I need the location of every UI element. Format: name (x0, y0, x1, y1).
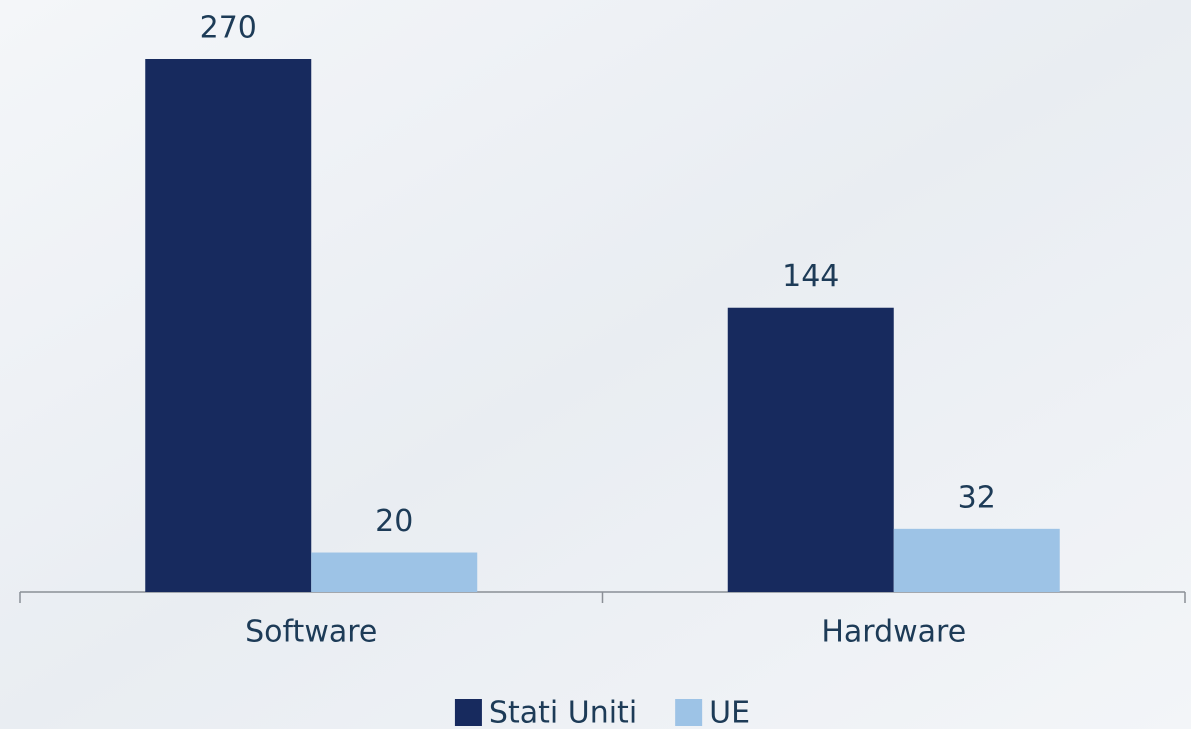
legend-label: Stati Uniti (489, 696, 637, 729)
legend-swatch (454, 699, 482, 726)
bar (727, 307, 894, 592)
bar (311, 552, 478, 592)
legend-swatch (675, 699, 703, 726)
bar (145, 59, 312, 592)
x-tick-label: Hardware (821, 615, 966, 650)
legend: Stati Uniti UE (454, 696, 750, 729)
data-label: 270 (200, 11, 257, 46)
data-label: 32 (958, 480, 996, 515)
bar (893, 528, 1060, 592)
legend-label: UE (709, 696, 750, 729)
data-label: 144 (782, 259, 839, 294)
data-label: 20 (375, 504, 413, 539)
x-tick-label: Software (245, 615, 377, 650)
